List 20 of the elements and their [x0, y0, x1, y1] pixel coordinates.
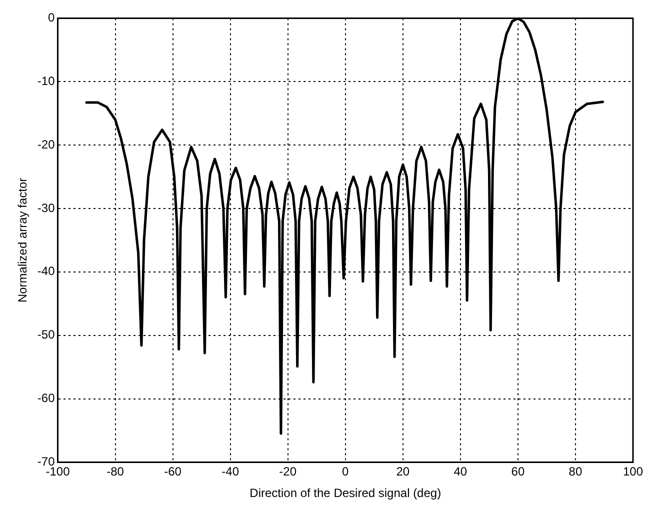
x-tick-label: -80	[106, 464, 124, 479]
x-tick-label: 60	[511, 464, 525, 479]
x-tick-label: 40	[454, 464, 468, 479]
x-axis-title: Direction of the Desired signal (deg)	[250, 486, 442, 500]
x-tick-label: 80	[568, 464, 582, 479]
x-tick-label: -40	[222, 464, 240, 479]
x-tick-label: 20	[396, 464, 410, 479]
y-tick-label: -20	[37, 137, 56, 152]
x-tick-label: -100	[46, 464, 70, 479]
y-tick-label: -30	[37, 200, 56, 215]
y-axis-title: Normalized array factor	[16, 178, 30, 303]
x-tick-label: 0	[342, 464, 350, 479]
x-tick-label: 100	[622, 464, 644, 479]
y-tick-label: -60	[37, 391, 56, 406]
y-tick-label: -10	[37, 74, 56, 88]
y-tick-label: 0	[48, 10, 56, 25]
y-tick-label: -50	[37, 328, 56, 342]
x-tick-label: -60	[164, 464, 182, 479]
y-tick-label: -40	[37, 264, 56, 278]
x-tick-label: -20	[279, 464, 297, 479]
